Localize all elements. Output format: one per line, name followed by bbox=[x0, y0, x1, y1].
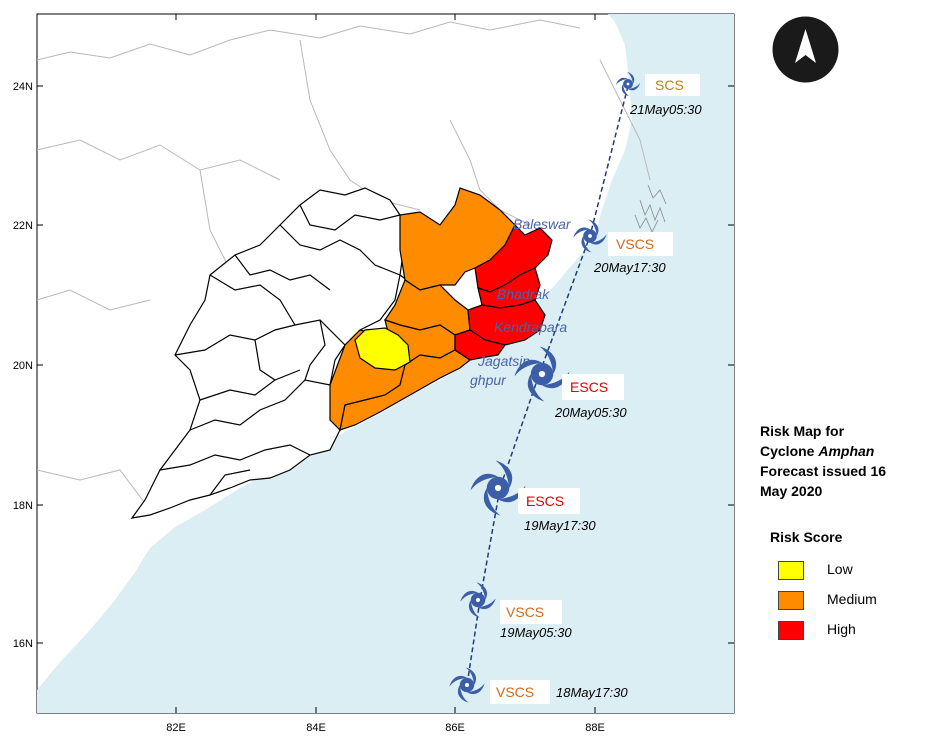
time-label: 18May17:30 bbox=[556, 685, 628, 700]
legend-label-high: High bbox=[827, 621, 856, 637]
y-tick-label: 16N bbox=[13, 638, 33, 650]
track-labels: SCS 21May05:30 VSCS 20May17:30 ESCS 20Ma… bbox=[490, 74, 702, 704]
high-risk-districts bbox=[454, 223, 553, 361]
cyclone-track-line bbox=[466, 85, 629, 686]
legend: Risk Score Low Medium High bbox=[770, 529, 930, 649]
category-box bbox=[518, 488, 580, 514]
category-label: VSCS bbox=[506, 604, 544, 620]
district-jagatsinghpur bbox=[454, 329, 506, 361]
time-label: 21May05:30 bbox=[629, 102, 702, 117]
category-label: VSCS bbox=[496, 684, 534, 700]
low-risk-district bbox=[354, 327, 411, 371]
x-tick-label: 86E bbox=[445, 722, 465, 734]
time-label: 20May17:30 bbox=[593, 260, 666, 275]
category-box bbox=[490, 680, 550, 704]
legend-label-low: Low bbox=[827, 561, 853, 577]
north-arrow-icon bbox=[772, 16, 839, 83]
axis-ticks bbox=[37, 14, 734, 713]
title-line-2-prefix: Cyclone bbox=[760, 443, 819, 459]
map-title: Risk Map for Cyclone Amphan Forecast iss… bbox=[760, 421, 935, 501]
district-label-jagatsinghpur: ghpur bbox=[470, 372, 507, 388]
time-label: 20May05:30 bbox=[554, 405, 627, 420]
legend-item-high: High bbox=[770, 619, 930, 649]
legend-title: Risk Score bbox=[770, 529, 843, 545]
title-line-4: May 2020 bbox=[760, 483, 823, 499]
district-label-bhadrak: Bhadrak bbox=[497, 286, 550, 302]
sundarbans-coast bbox=[634, 184, 667, 233]
axis-labels: 82E 84E 86E 88E 24N 22N 20N 18N 16N bbox=[13, 81, 605, 734]
district-puri-ganjam bbox=[339, 349, 472, 431]
title-cyclone-name: Amphan bbox=[818, 443, 875, 459]
category-box bbox=[500, 600, 562, 624]
title-line-2: Cyclone Amphan bbox=[760, 441, 935, 461]
category-box bbox=[608, 232, 673, 256]
y-tick-label: 20N bbox=[13, 360, 33, 372]
category-box bbox=[562, 374, 624, 400]
legend-swatch-medium bbox=[778, 591, 804, 610]
category-box bbox=[645, 74, 700, 96]
y-tick-label: 24N bbox=[13, 81, 33, 93]
sea bbox=[37, 14, 734, 713]
legend-item-medium: Medium bbox=[770, 589, 930, 619]
category-label: SCS bbox=[655, 77, 684, 93]
category-label: VSCS bbox=[616, 236, 654, 252]
title-line-3: Forecast issued 16 bbox=[760, 463, 887, 479]
legend-item-low: Low bbox=[770, 559, 930, 589]
category-label: ESCS bbox=[526, 493, 564, 509]
y-tick-label: 18N bbox=[13, 500, 33, 512]
category-label: ESCS bbox=[570, 379, 608, 395]
time-label: 19May17:30 bbox=[524, 518, 596, 533]
title-line-1: Risk Map for bbox=[760, 423, 845, 439]
x-tick-label: 88E bbox=[585, 722, 605, 734]
x-tick-label: 82E bbox=[166, 722, 186, 734]
x-tick-label: 84E bbox=[306, 722, 326, 734]
district-labels: Baleswar Bhadrak Kendrapara Jagatsin ghp… bbox=[470, 216, 572, 388]
y-tick-label: 22N bbox=[13, 220, 33, 232]
legend-label-medium: Medium bbox=[827, 591, 877, 607]
district-label-baleswar: Baleswar bbox=[513, 216, 572, 232]
district-label-jagatsinghpur: Jagatsin bbox=[477, 353, 530, 369]
legend-swatch-high bbox=[778, 621, 804, 640]
district-label-kendrapara: Kendrapara bbox=[494, 319, 567, 335]
legend-swatch-low bbox=[778, 561, 804, 580]
time-label: 19May05:30 bbox=[500, 625, 572, 640]
